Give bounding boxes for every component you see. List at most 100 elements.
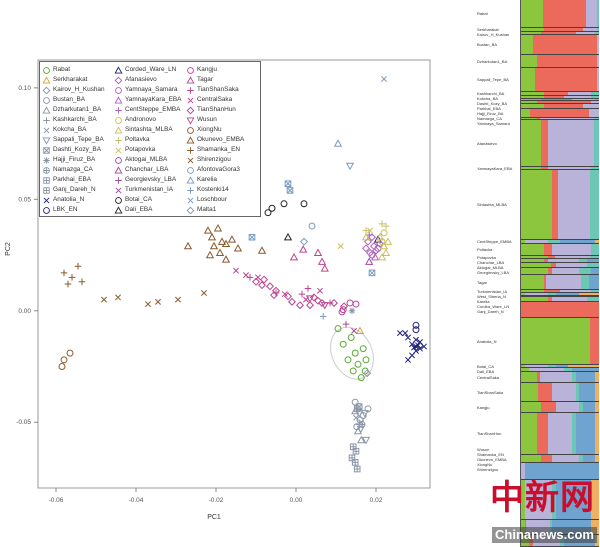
admixture-group-bar (521, 480, 599, 520)
ancestry-component (521, 365, 525, 367)
legend-item: Aktogai_MLBA (114, 155, 186, 165)
ancestry-component (595, 413, 599, 454)
admixture-group-bar (521, 297, 599, 302)
admixture-group-label: Namazga_CA (477, 115, 502, 121)
legend-label: Hajji_Firuz_BA (53, 156, 96, 163)
ancestry-component (571, 368, 599, 371)
admixture-group-label: Sappali_Tepe_BA (477, 76, 509, 82)
admixture-group-label: Okunevo_EMBA (477, 456, 507, 462)
data-point (362, 356, 370, 364)
data-point (353, 414, 359, 421)
ancestry-component (597, 55, 599, 67)
admixture-group-label: Corded_Ware_LN (477, 303, 510, 309)
watermark-text: Chinanews.com (492, 527, 597, 543)
legend-marker-icon (114, 205, 123, 214)
ancestry-component (548, 413, 572, 454)
ancestry-component (556, 365, 568, 367)
data-point (284, 180, 292, 188)
y-tick-label: 0.00 (18, 308, 31, 315)
series-Kostenki14 (319, 313, 327, 320)
legend-label: Bustan_BA (53, 96, 85, 103)
series-Yamnaya_Samara (368, 244, 382, 259)
ancestry-component (524, 240, 549, 243)
legend-marker-icon (186, 135, 195, 144)
legend-label: AfontovaGora3 (197, 166, 240, 173)
data-point (381, 248, 391, 256)
series-TianShanHun (251, 275, 349, 311)
data-point (355, 410, 364, 418)
legend-item: Kokcha_BA (42, 125, 114, 135)
admixture-group-label: CentSteppe_EMBA (477, 238, 512, 244)
legend-item: Tagar (186, 75, 258, 85)
legend-marker-icon (42, 75, 51, 84)
series-AfontovaGora3 (308, 222, 316, 230)
data-point (319, 313, 327, 320)
ancestry-component (521, 463, 525, 479)
data-point (217, 237, 227, 245)
ancestry-component (550, 263, 557, 267)
series-Samara_HG (345, 162, 355, 171)
admixture-group-bar (521, 92, 599, 96)
ancestry-component (521, 263, 551, 267)
data-point (405, 356, 411, 363)
data-point (367, 233, 377, 242)
ancestry-component (589, 170, 599, 239)
legend-item: Turkmenistan_IA (114, 185, 186, 195)
data-point (352, 447, 360, 455)
legend-item: TianShanSaka (186, 85, 258, 95)
ancestry-component (521, 109, 531, 117)
data-point (300, 200, 308, 208)
ancestry-component (583, 455, 596, 462)
data-point (383, 237, 393, 245)
ancestry-component (521, 35, 533, 54)
legend-label: YamnayaKara_EBA (125, 96, 182, 103)
ancestry-component (521, 101, 537, 103)
legend-marker-icon (186, 116, 195, 125)
admixture-group-label: Kokcha_BA (477, 95, 498, 101)
legend: Rabat Serkharakat Kairov_H_Kushan Bustan_BA… (39, 61, 261, 217)
ancestry-component (548, 259, 580, 262)
legend-marker-icon (114, 65, 123, 74)
ancestry-component (552, 455, 580, 462)
ancestry-component (559, 240, 596, 243)
ancestry-component (521, 170, 553, 239)
data-point (355, 326, 365, 334)
data-point (357, 435, 366, 444)
ancestry-component (521, 256, 549, 258)
legend-label: Andronovo (125, 116, 156, 123)
ancestry-component (563, 96, 592, 98)
data-point (283, 292, 293, 301)
legend-label: Georgievsky_LBA (125, 176, 177, 183)
data-point (317, 287, 323, 294)
ancestry-component (536, 118, 541, 119)
ancestry-component (567, 365, 599, 367)
admixture-group-label: Turkmenistan_IA (477, 288, 508, 294)
ancestry-component (521, 275, 545, 289)
ancestry-component (540, 32, 576, 34)
ancestry-component (579, 402, 584, 412)
admixture-group-label: Afanasievo (477, 140, 497, 146)
legend-marker-icon (43, 206, 50, 214)
data-point (365, 257, 374, 265)
data-point (269, 291, 279, 300)
data-point (313, 296, 323, 305)
ancestry-component (521, 318, 590, 364)
ancestry-component (544, 275, 546, 289)
data-point (329, 298, 339, 307)
admixture-group-label: Serkharakat (477, 26, 499, 32)
data-point (362, 227, 370, 234)
admixture-group-bar (521, 368, 599, 372)
ancestry-component (544, 104, 584, 108)
legend-item: Ganj_Dareh_N (42, 185, 114, 195)
data-point (60, 269, 68, 277)
data-point (346, 299, 354, 307)
admixture-group-bar (521, 365, 599, 368)
legend-label: Poltavka (125, 136, 150, 143)
ancestry-component (591, 244, 599, 255)
ancestry-component (521, 120, 541, 166)
data-point (78, 278, 86, 286)
data-point (405, 334, 411, 341)
legend-item: Kashkarchi_BA (42, 115, 114, 125)
ancestry-component (521, 96, 545, 98)
data-point (215, 248, 225, 256)
